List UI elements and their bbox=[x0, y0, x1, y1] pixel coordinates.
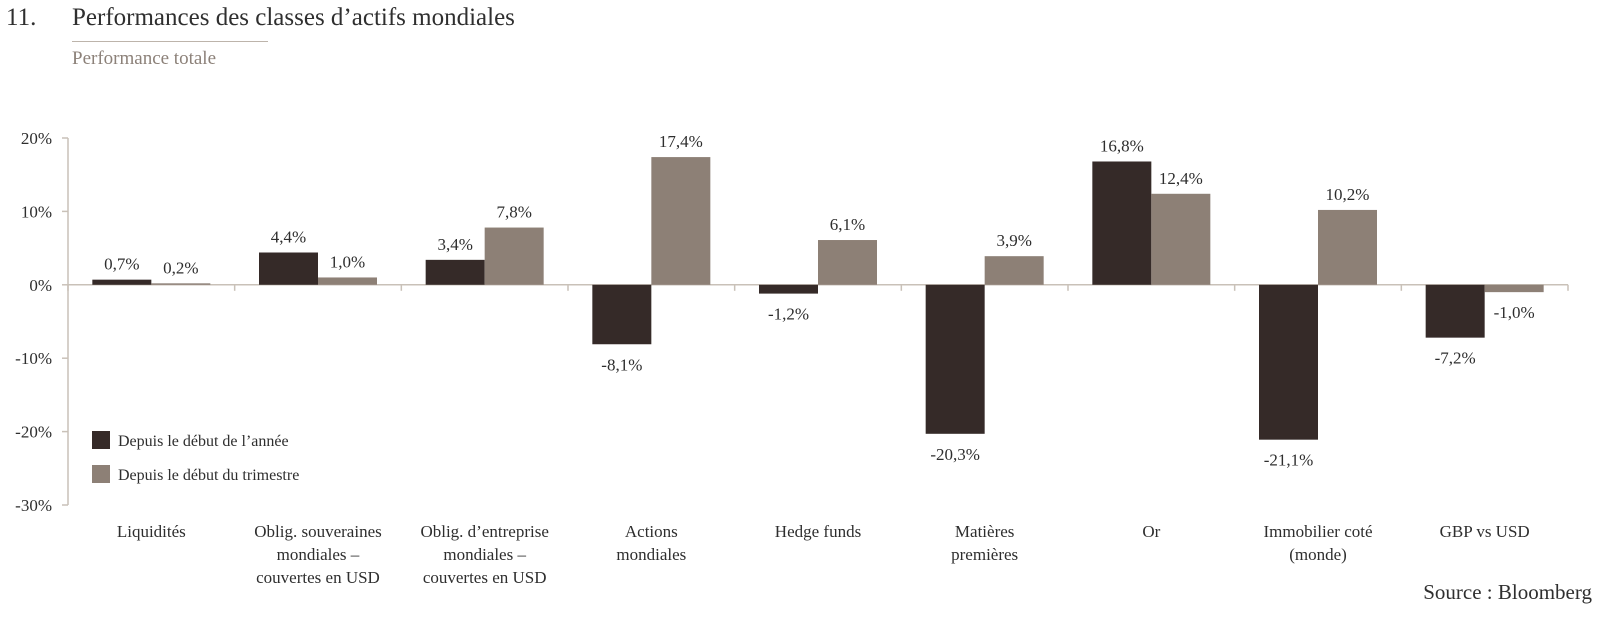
bar-value-label: 0,7% bbox=[104, 255, 139, 274]
bar-qtd bbox=[1484, 284, 1544, 293]
chart-title: Performances des classes d’actifs mondia… bbox=[72, 4, 515, 31]
bar-value-label: -7,2% bbox=[1435, 349, 1476, 368]
bar-qtd bbox=[151, 283, 211, 285]
category-label: mondiales – bbox=[277, 545, 360, 564]
source-note: Source : Bloomberg bbox=[1423, 580, 1592, 604]
bar-value-label: 1,0% bbox=[330, 252, 365, 271]
chart-category-labels: Liquidités Oblig. souveraines mondiales – c… bbox=[117, 522, 1530, 587]
category-label: Or bbox=[1142, 522, 1160, 541]
category-label: couvertes en USD bbox=[423, 568, 547, 587]
bar-ytd bbox=[92, 279, 152, 285]
bar-ytd bbox=[259, 252, 318, 285]
bar-value-label: 7,8% bbox=[496, 203, 531, 222]
bar-value-label: 17,4% bbox=[659, 132, 703, 151]
bar-ytd bbox=[1425, 284, 1485, 338]
bar-ytd bbox=[425, 259, 485, 285]
category-label: premières bbox=[951, 545, 1018, 564]
bar-qtd bbox=[984, 256, 1044, 285]
bar-value-label: 12,4% bbox=[1159, 169, 1203, 188]
bar-ytd bbox=[1092, 161, 1152, 285]
chart-subtitle: Performance totale bbox=[72, 48, 217, 69]
bar-value-label: 0,2% bbox=[163, 258, 198, 277]
chart-legend: Depuis le début de l’année Depuis le débu… bbox=[92, 431, 299, 484]
category-label: Hedge funds bbox=[775, 522, 861, 541]
legend-swatch bbox=[92, 431, 110, 449]
bar-ytd bbox=[925, 284, 985, 434]
bar-value-label: 6,1% bbox=[830, 215, 865, 234]
y-tick-label: 0% bbox=[29, 276, 52, 295]
category-label: (monde) bbox=[1289, 545, 1347, 564]
category-label: Matières bbox=[955, 522, 1014, 541]
legend-label: Depuis le début de l’année bbox=[118, 433, 289, 450]
bar-value-label: -20,3% bbox=[930, 445, 980, 464]
category-label: mondiales bbox=[616, 545, 686, 564]
category-label: Oblig. souveraines bbox=[254, 522, 381, 541]
figure-number: 11. bbox=[6, 4, 37, 31]
bar-value-label: 3,9% bbox=[996, 231, 1031, 250]
legend-swatch bbox=[92, 465, 110, 483]
bar-qtd bbox=[318, 277, 377, 285]
category-label: mondiales – bbox=[443, 545, 526, 564]
bar-value-label: -1,2% bbox=[768, 305, 809, 324]
chart-bars bbox=[92, 157, 1544, 440]
category-label: Liquidités bbox=[117, 522, 186, 541]
bar-ytd bbox=[759, 284, 818, 294]
y-tick-label: -30% bbox=[15, 496, 52, 515]
y-tick-label: 20% bbox=[21, 129, 52, 148]
chart-value-labels: 0,7% 0,2% 4,4% 1,0% 3,4% 7,8% -8,1% 17,4% -1,2% 6… bbox=[104, 132, 1535, 470]
category-label: Immobilier coté bbox=[1263, 522, 1372, 541]
bar-ytd bbox=[592, 284, 652, 345]
category-label: GBP vs USD bbox=[1440, 522, 1530, 541]
bar-qtd bbox=[484, 227, 544, 285]
category-label: Actions bbox=[625, 522, 678, 541]
bar-qtd bbox=[651, 157, 711, 285]
bar-qtd bbox=[1151, 193, 1211, 285]
bar-value-label: 3,4% bbox=[437, 235, 472, 254]
bar-qtd bbox=[818, 240, 877, 285]
bar-ytd bbox=[1259, 284, 1318, 440]
legend-label: Depuis le début du trimestre bbox=[118, 467, 299, 484]
bar-value-label: 10,2% bbox=[1326, 185, 1370, 204]
y-tick-label: 10% bbox=[21, 202, 52, 221]
bar-value-label: -21,1% bbox=[1264, 451, 1314, 470]
title-divider bbox=[72, 41, 268, 42]
bar-value-label: -8,1% bbox=[601, 355, 642, 374]
bar-value-label: 16,8% bbox=[1100, 136, 1144, 155]
bar-value-label: -1,0% bbox=[1494, 303, 1535, 322]
bar-value-label: 4,4% bbox=[271, 228, 306, 247]
bar-qtd bbox=[1318, 209, 1377, 285]
y-tick-label: -20% bbox=[15, 423, 52, 442]
y-tick-label: -10% bbox=[15, 349, 52, 368]
category-label: couvertes en USD bbox=[256, 568, 380, 587]
category-label: Oblig. d’entreprise bbox=[420, 522, 548, 541]
